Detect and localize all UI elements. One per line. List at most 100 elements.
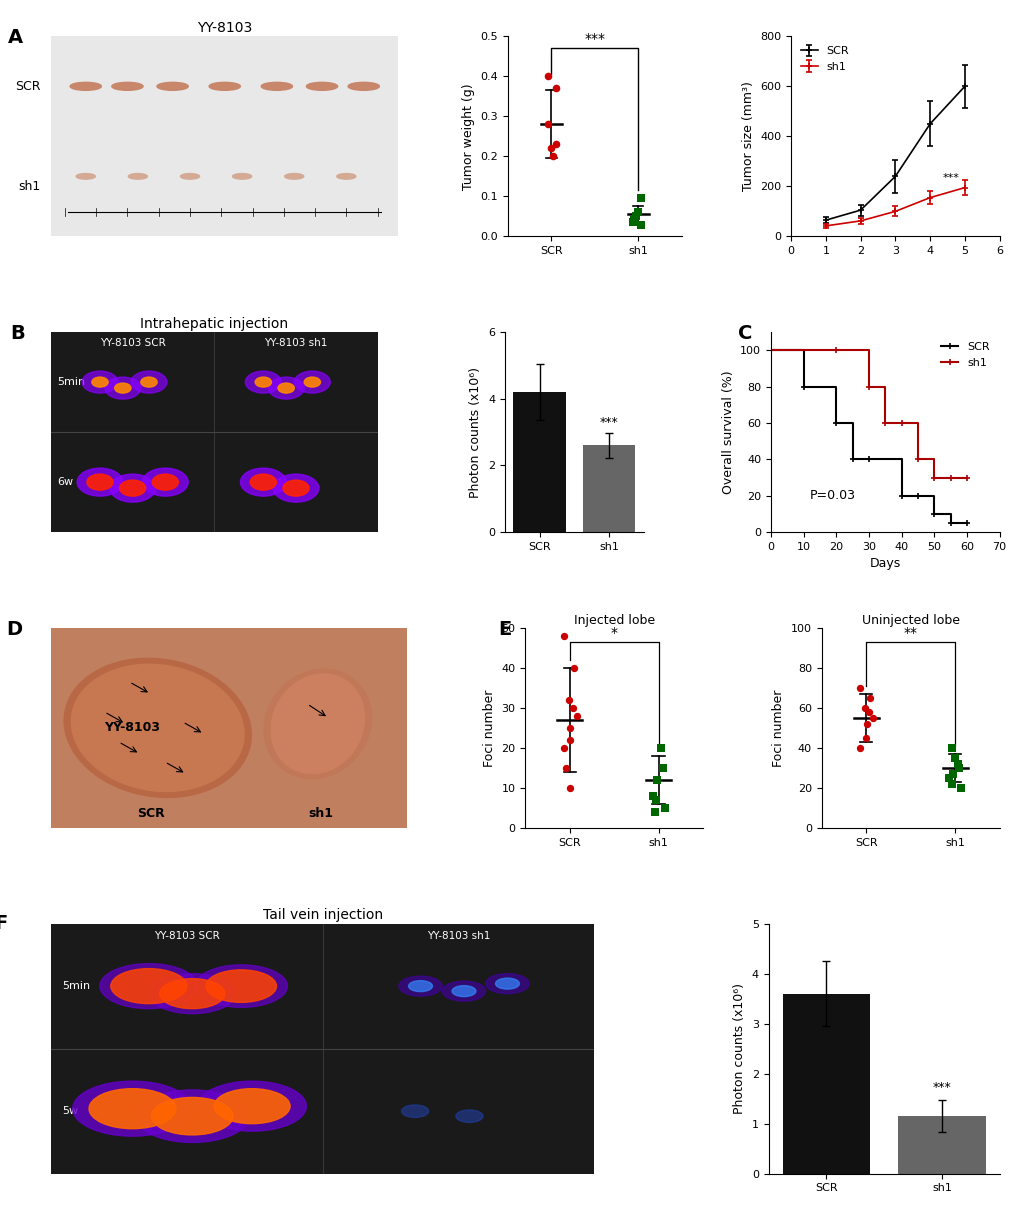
SCR — [862, 453, 874, 467]
Point — [542, 139, 558, 159]
SCR — [911, 489, 923, 503]
sh1 — [911, 453, 923, 467]
Bar — [513, 392, 566, 532]
Circle shape — [136, 1090, 249, 1142]
sh1 — [878, 416, 891, 431]
Line: SCR: SCR — [767, 347, 969, 526]
Circle shape — [304, 378, 320, 387]
SCR — [927, 507, 940, 522]
Text: sh1: sh1 — [309, 807, 333, 820]
Point — [943, 774, 959, 794]
Circle shape — [255, 378, 271, 387]
Point — [851, 678, 867, 697]
Circle shape — [294, 371, 330, 393]
Text: P=0.03: P=0.03 — [809, 489, 855, 502]
SCR — [846, 453, 858, 467]
Circle shape — [250, 474, 276, 490]
Text: *: * — [610, 626, 618, 640]
Text: E: E — [497, 620, 511, 639]
Point — [547, 79, 564, 98]
SCR — [944, 515, 956, 530]
Ellipse shape — [180, 173, 200, 179]
Point — [857, 728, 873, 748]
Text: ***: *** — [942, 173, 959, 183]
Ellipse shape — [306, 82, 337, 91]
Ellipse shape — [157, 82, 189, 91]
Text: YY-8103 SCR: YY-8103 SCR — [154, 930, 219, 941]
Point — [565, 658, 581, 678]
Point — [633, 215, 649, 235]
SCR — [764, 342, 776, 357]
Circle shape — [278, 384, 294, 393]
Point — [565, 698, 581, 718]
Circle shape — [495, 978, 519, 989]
Text: YY-8103 sh1: YY-8103 sh1 — [427, 930, 490, 941]
Title: Uninjected lobe: Uninjected lobe — [861, 613, 959, 627]
Circle shape — [87, 474, 113, 490]
sh1 — [764, 342, 776, 357]
Point — [655, 799, 672, 818]
Circle shape — [149, 974, 235, 1014]
sh1 — [944, 471, 956, 485]
Circle shape — [72, 1082, 193, 1136]
Text: sh1: sh1 — [18, 180, 41, 192]
Text: 5min: 5min — [57, 378, 86, 387]
Point — [627, 207, 643, 226]
Line: sh1: sh1 — [767, 347, 969, 480]
Circle shape — [195, 964, 287, 1008]
Point — [654, 759, 671, 778]
Point — [864, 708, 880, 727]
Ellipse shape — [232, 173, 252, 179]
Y-axis label: Foci number: Foci number — [771, 690, 785, 767]
Legend: SCR, sh1: SCR, sh1 — [936, 338, 994, 371]
Point — [949, 754, 965, 773]
Ellipse shape — [128, 173, 148, 179]
Circle shape — [442, 981, 485, 1001]
Circle shape — [401, 1105, 428, 1117]
Point — [625, 213, 641, 232]
Ellipse shape — [284, 173, 304, 179]
SCR — [797, 380, 809, 394]
Title: Injected lobe: Injected lobe — [573, 613, 654, 627]
Ellipse shape — [76, 173, 95, 179]
Point — [539, 67, 555, 86]
Y-axis label: Foci number: Foci number — [482, 690, 495, 767]
Text: 5min: 5min — [62, 981, 90, 991]
Ellipse shape — [71, 664, 244, 791]
Text: ***: *** — [931, 1082, 951, 1094]
Point — [860, 702, 876, 721]
Circle shape — [141, 378, 157, 387]
Y-axis label: Tumor weight (g): Tumor weight (g) — [462, 83, 475, 190]
Circle shape — [409, 980, 432, 992]
sh1 — [927, 471, 940, 485]
Ellipse shape — [336, 173, 356, 179]
Point — [945, 765, 961, 784]
Point — [560, 690, 577, 709]
Text: 6w: 6w — [57, 477, 73, 488]
Ellipse shape — [261, 82, 292, 91]
Text: YY-8103: YY-8103 — [104, 721, 160, 734]
Point — [555, 738, 572, 757]
Y-axis label: Tumor size (mm³): Tumor size (mm³) — [741, 81, 754, 191]
Circle shape — [119, 480, 146, 496]
Y-axis label: Photon counts (x10⁶): Photon counts (x10⁶) — [469, 367, 482, 497]
Circle shape — [160, 979, 224, 1009]
X-axis label: Days: Days — [869, 558, 900, 570]
Legend: SCR, sh1: SCR, sh1 — [796, 42, 853, 76]
Circle shape — [152, 474, 178, 490]
Ellipse shape — [347, 82, 379, 91]
Point — [646, 802, 662, 822]
sh1 — [862, 380, 874, 394]
Point — [561, 778, 578, 797]
Text: F: F — [0, 914, 7, 933]
Text: YY-8103 sh1: YY-8103 sh1 — [264, 338, 327, 348]
Point — [946, 748, 962, 767]
Point — [626, 211, 642, 230]
Title: Intrahepatic injection: Intrahepatic injection — [141, 317, 288, 330]
Bar — [897, 1116, 984, 1174]
sh1 — [960, 471, 972, 485]
Point — [644, 786, 660, 806]
Circle shape — [273, 474, 319, 502]
Circle shape — [246, 371, 281, 393]
SCR — [960, 515, 972, 530]
